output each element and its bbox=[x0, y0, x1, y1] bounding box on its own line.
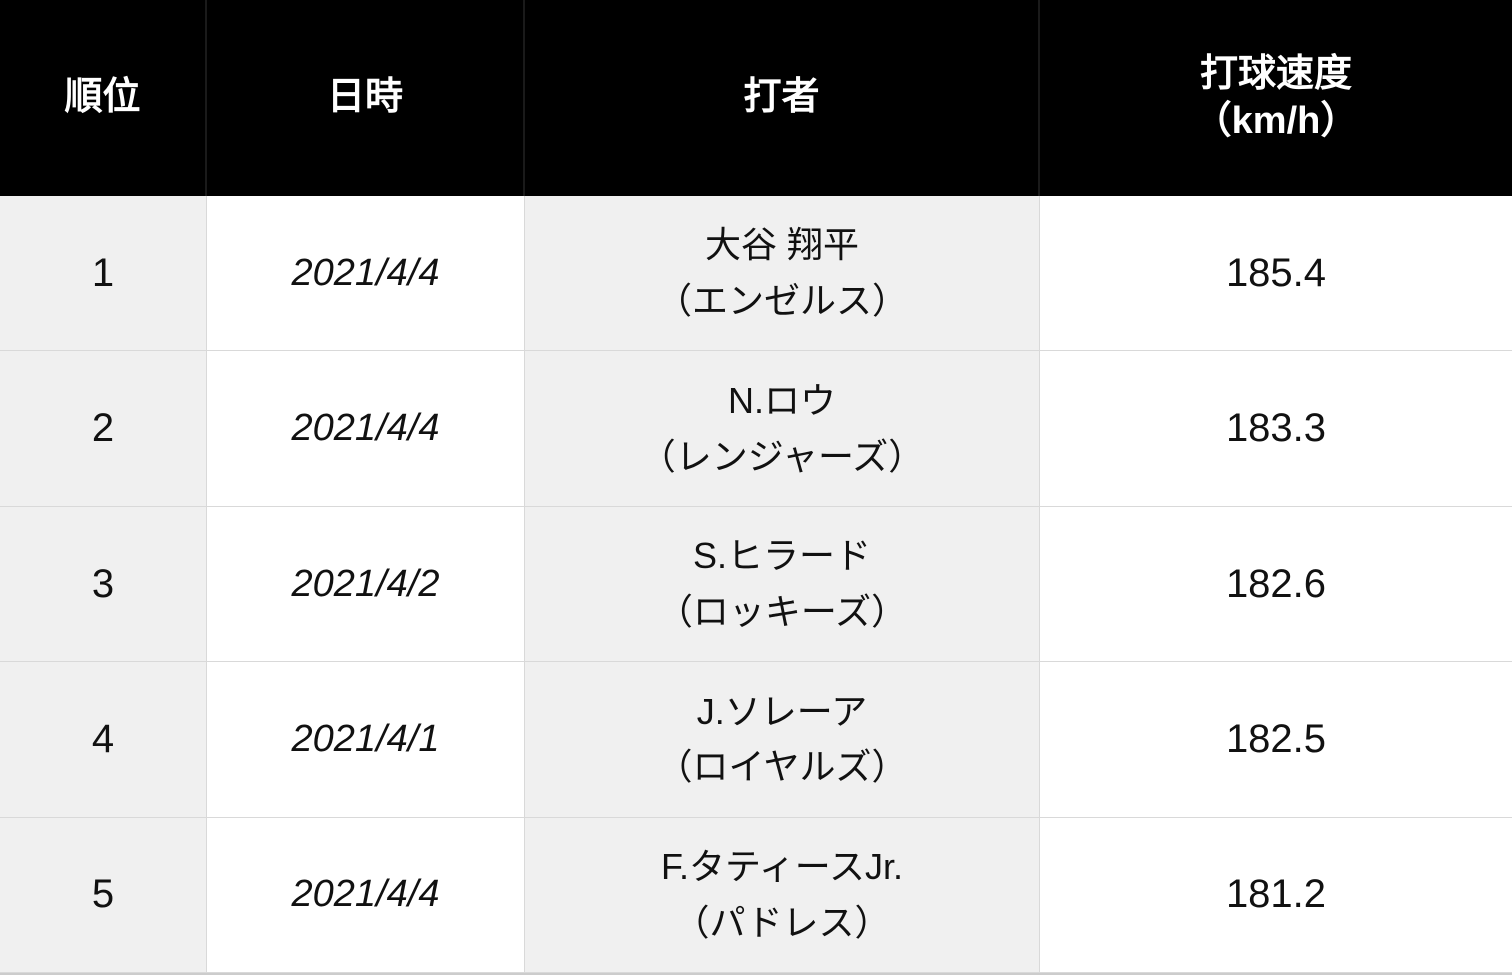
rank-value-2: 2 bbox=[92, 406, 114, 451]
batter-value-3: S.ヒラード （ロッキーズ） bbox=[657, 528, 907, 640]
speed-value-4: 182.5 bbox=[1226, 717, 1326, 762]
date-cell-2: 2021/4/4 bbox=[207, 351, 525, 506]
batter-cell-2: N.ロウ （レンジャーズ） bbox=[525, 351, 1040, 506]
header-label-date: 日時 bbox=[327, 74, 403, 122]
table-row: 4 2021/4/1 J.ソレーア （ロイヤルズ） 182.5 bbox=[0, 662, 1512, 817]
date-value-3: 2021/4/2 bbox=[292, 563, 440, 606]
speed-cell-2: 183.3 bbox=[1040, 351, 1512, 506]
batter-value-4: J.ソレーア （ロイヤルズ） bbox=[657, 684, 908, 796]
batter-value-2: N.ロウ （レンジャーズ） bbox=[640, 373, 924, 485]
speed-value-5: 181.2 bbox=[1226, 872, 1326, 917]
speed-value-3: 182.6 bbox=[1226, 562, 1326, 607]
rank-cell-4: 4 bbox=[0, 662, 207, 817]
rank-value-1: 1 bbox=[92, 251, 114, 296]
header-cell-batter: 打者 bbox=[525, 0, 1040, 196]
speed-cell-3: 182.6 bbox=[1040, 507, 1512, 662]
batter-cell-1: 大谷 翔平 （エンゼルス） bbox=[525, 196, 1040, 351]
header-label-batter: 打者 bbox=[743, 74, 819, 122]
speed-cell-5: 181.2 bbox=[1040, 818, 1512, 973]
rank-cell-1: 1 bbox=[0, 196, 207, 351]
date-cell-1: 2021/4/4 bbox=[207, 196, 525, 351]
batter-cell-4: J.ソレーア （ロイヤルズ） bbox=[525, 662, 1040, 817]
date-value-1: 2021/4/4 bbox=[292, 252, 440, 295]
batter-cell-3: S.ヒラード （ロッキーズ） bbox=[525, 507, 1040, 662]
speed-value-1: 185.4 bbox=[1226, 251, 1326, 296]
speed-cell-4: 182.5 bbox=[1040, 662, 1512, 817]
rank-cell-5: 5 bbox=[0, 818, 207, 973]
speed-value-2: 183.3 bbox=[1226, 406, 1326, 451]
table-header-row: 順位 日時 打者 打球速度 （km/h） bbox=[0, 0, 1512, 196]
header-cell-speed: 打球速度 （km/h） bbox=[1040, 0, 1512, 196]
date-value-4: 2021/4/1 bbox=[292, 718, 440, 761]
date-value-5: 2021/4/4 bbox=[292, 873, 440, 916]
batter-cell-5: F.タティースJr. （パドレス） bbox=[525, 818, 1040, 973]
header-label-speed: 打球速度 （km/h） bbox=[1194, 51, 1359, 146]
rank-cell-3: 3 bbox=[0, 507, 207, 662]
batter-value-1: 大谷 翔平 （エンゼルス） bbox=[656, 217, 908, 329]
header-label-rank: 順位 bbox=[64, 74, 140, 122]
header-cell-date: 日時 bbox=[207, 0, 525, 196]
date-cell-3: 2021/4/2 bbox=[207, 507, 525, 662]
header-cell-rank: 順位 bbox=[0, 0, 207, 196]
batter-value-5: F.タティースJr. （パドレス） bbox=[661, 839, 903, 951]
table-row: 2 2021/4/4 N.ロウ （レンジャーズ） 183.3 bbox=[0, 351, 1512, 506]
rank-cell-2: 2 bbox=[0, 351, 207, 506]
rank-value-5: 5 bbox=[92, 872, 114, 917]
speed-cell-1: 185.4 bbox=[1040, 196, 1512, 351]
table-row: 3 2021/4/2 S.ヒラード （ロッキーズ） 182.6 bbox=[0, 507, 1512, 662]
date-cell-4: 2021/4/1 bbox=[207, 662, 525, 817]
table-row: 1 2021/4/4 大谷 翔平 （エンゼルス） 185.4 bbox=[0, 196, 1512, 351]
date-value-2: 2021/4/4 bbox=[292, 407, 440, 450]
speed-ranking-table: 順位 日時 打者 打球速度 （km/h） 1 2021/4/4 大谷 翔平 （エ… bbox=[0, 0, 1512, 975]
table-row: 5 2021/4/4 F.タティースJr. （パドレス） 181.2 bbox=[0, 818, 1512, 973]
rank-value-3: 3 bbox=[92, 562, 114, 607]
rank-value-4: 4 bbox=[92, 717, 114, 762]
date-cell-5: 2021/4/4 bbox=[207, 818, 525, 973]
